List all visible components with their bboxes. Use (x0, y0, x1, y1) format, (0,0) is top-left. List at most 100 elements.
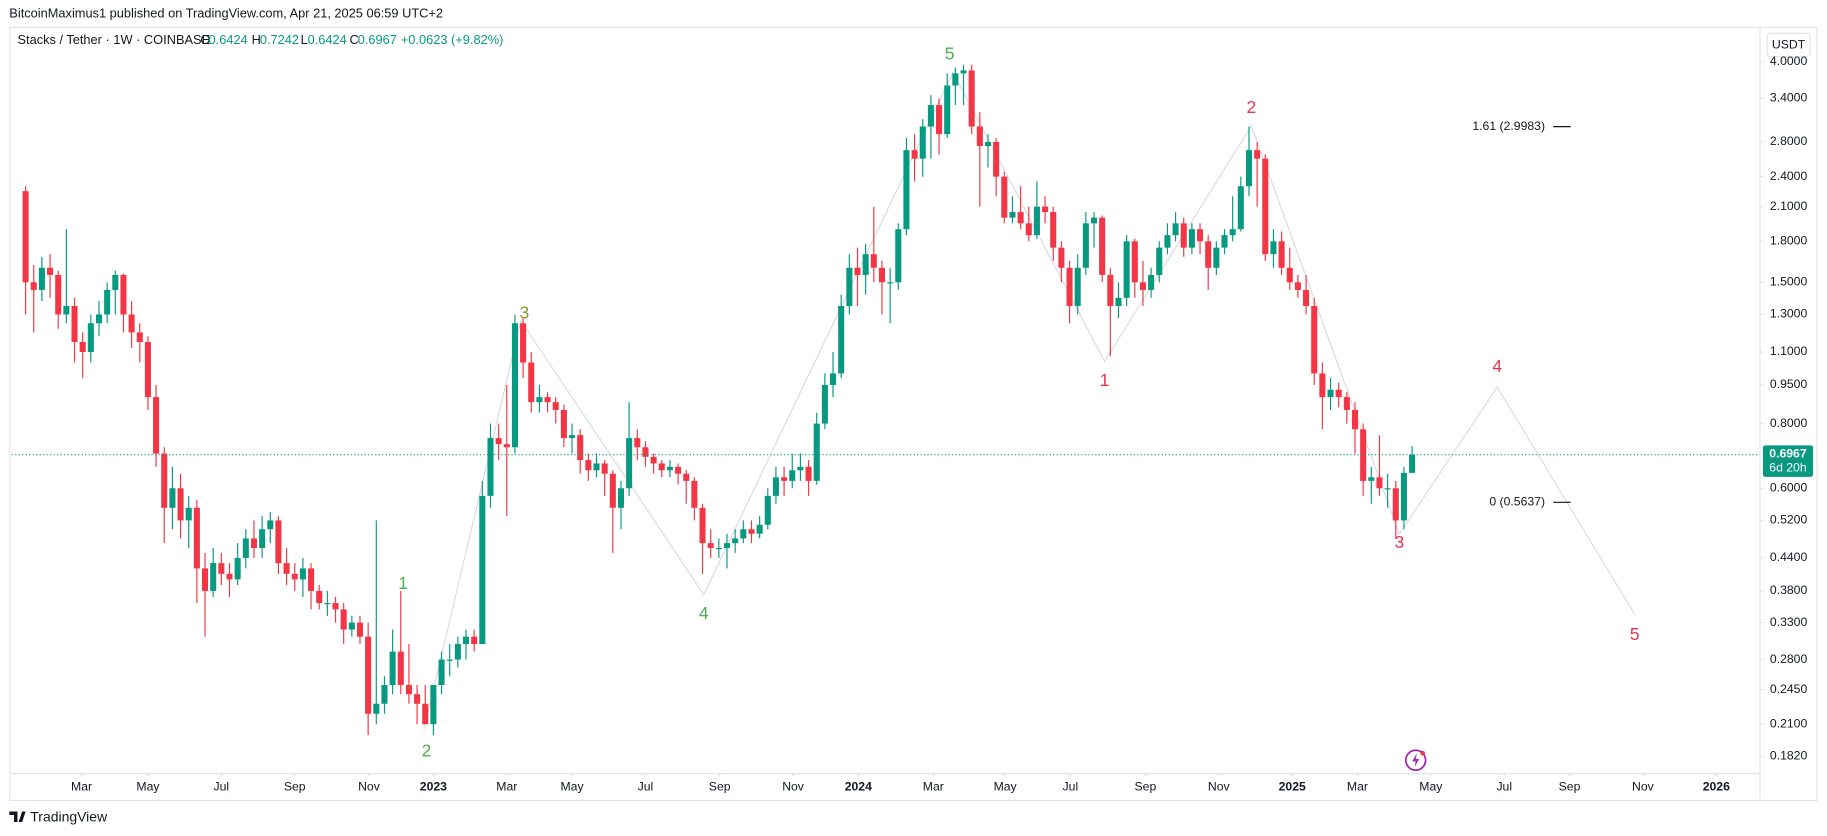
symbol: Stacks / Tether · 1W · COINBASE (17, 32, 210, 47)
x-tick-label: Jul (214, 779, 230, 793)
candle-body (446, 659, 453, 661)
candle-body (495, 438, 502, 445)
candle-body (781, 477, 788, 481)
candle-body (389, 651, 396, 686)
candle-body (740, 529, 747, 539)
x-tick-label: 2024 (845, 779, 872, 793)
icon-dot (1420, 750, 1426, 756)
candle-body (1270, 241, 1277, 255)
candle-body (650, 456, 657, 464)
x-tick-label: May (1419, 779, 1443, 793)
x-tick-label: Nov (1208, 779, 1231, 793)
candle-body (316, 590, 323, 604)
candle-body (683, 473, 690, 481)
x-tick-label: Sep (284, 779, 306, 793)
wave-label: 2 (1247, 97, 1257, 117)
candle-body (1033, 206, 1040, 236)
y-tick-label: 2.8000 (1770, 134, 1808, 148)
candle-body (903, 150, 910, 230)
countdown: 6d 20h (1769, 460, 1806, 474)
y-tick-label: 0.2800 (1770, 652, 1808, 666)
legend-low: 0.6424 (308, 32, 347, 47)
candle-body (1376, 477, 1383, 489)
publisher-line: BitcoinMaximus1 published on TradingView… (9, 5, 443, 20)
fib-label: 0 (0.5637) (1489, 495, 1545, 509)
candle-body (1131, 241, 1138, 283)
y-tick-label: 0.4400 (1770, 550, 1808, 564)
candle-body (405, 685, 412, 695)
currency-box[interactable] (1766, 32, 1811, 58)
candle-body (63, 305, 70, 315)
candle-body (1392, 488, 1399, 521)
candle-body (593, 463, 600, 471)
candle-body (365, 636, 372, 714)
candle-body (634, 438, 641, 448)
candle-body (479, 495, 486, 645)
candle-body (1254, 150, 1261, 159)
candle-body (984, 141, 992, 147)
candle-body (30, 282, 37, 290)
candle-body (772, 477, 779, 496)
wave-label: 3 (519, 302, 529, 322)
candle-body (210, 563, 217, 591)
candle-body (1319, 373, 1326, 398)
candle-body (1278, 241, 1285, 268)
wave-label: 4 (699, 603, 709, 623)
candle-body (1409, 454, 1416, 473)
candle-body (870, 254, 877, 268)
y-tick-label: 0.6000 (1770, 480, 1808, 494)
candle-body (887, 282, 894, 284)
x-tick-label: Nov (782, 779, 805, 793)
wave-label: 5 (1630, 624, 1640, 644)
candle-body (993, 141, 1000, 177)
candle-body (927, 105, 934, 127)
candle-body (471, 636, 478, 645)
candle-body (552, 402, 559, 410)
candle-body (1123, 241, 1130, 298)
candle-body (438, 659, 445, 686)
y-tick-label: 0.9500 (1770, 377, 1808, 391)
chart-frame (9, 26, 1818, 802)
candle-body (577, 435, 584, 461)
candle-body (1050, 212, 1057, 248)
y-tick-label: 2.1000 (1770, 199, 1808, 213)
candle-body (275, 520, 282, 564)
x-tick-label: Sep (1559, 779, 1581, 793)
wave-label: 4 (1492, 356, 1502, 376)
candle-body (1107, 274, 1114, 306)
y-tick-label: 3.4000 (1770, 91, 1808, 105)
lightning-icon[interactable] (1404, 749, 1427, 771)
candle-body (797, 466, 804, 471)
candle-body (332, 603, 339, 610)
candle-body (397, 651, 404, 686)
candle-body (1327, 389, 1334, 398)
candle-body (960, 70, 967, 74)
candle-body (267, 520, 274, 530)
candle-body (373, 703, 380, 714)
legend-c-label: C (350, 32, 359, 47)
legend-o-label: O (200, 32, 210, 47)
candle-body (1262, 158, 1269, 255)
legend-open: 0.6424 (209, 32, 248, 47)
wave-label: 3 (1395, 532, 1405, 552)
candle-body (430, 685, 437, 725)
x-tick-label: 2025 (1279, 779, 1306, 793)
x-tick-label: Sep (709, 779, 731, 793)
candle-body (691, 480, 698, 508)
candle-body (699, 507, 706, 544)
candle-body (234, 557, 241, 580)
candle-body (911, 150, 918, 159)
x-tick-label: May (994, 779, 1018, 793)
icon-bolt (1412, 753, 1420, 768)
wave-label: 1 (398, 573, 408, 593)
candle-body (291, 573, 298, 580)
x-tick-label: Jul (638, 779, 654, 793)
candle-body (1335, 389, 1342, 398)
candle-body (1294, 282, 1301, 290)
x-tick-label: Mar (923, 779, 944, 793)
fib-label: 1.61 (2.9983) (1472, 119, 1545, 133)
candle-body (952, 73, 959, 86)
y-tick-label: 0.1820 (1770, 749, 1808, 763)
candle-body (862, 254, 869, 275)
candle-body (944, 85, 951, 135)
